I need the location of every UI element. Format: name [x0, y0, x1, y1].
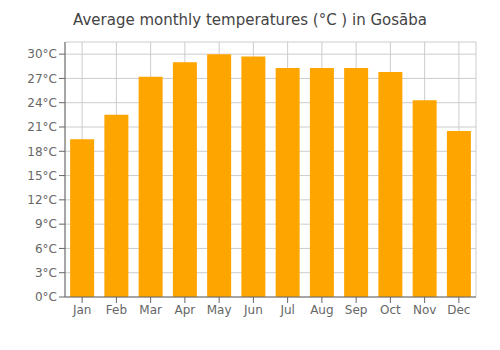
svg-text:9°C: 9°C	[35, 217, 57, 231]
svg-text:Dec: Dec	[447, 303, 470, 317]
svg-text:Mar: Mar	[139, 303, 162, 317]
svg-text:Oct: Oct	[380, 303, 401, 317]
svg-text:30°C: 30°C	[27, 47, 57, 61]
svg-text:Sep: Sep	[345, 303, 368, 317]
svg-text:12°C: 12°C	[27, 193, 57, 207]
svg-text:15°C: 15°C	[27, 169, 57, 183]
html-text:Average monthly temperatures (: Average monthly temperatures (°C ) in Go…	[73, 11, 427, 29]
svg-text:21°C: 21°C	[27, 120, 57, 134]
svg-text:6°C: 6°C	[35, 242, 57, 256]
svg-text:Nov: Nov	[413, 303, 436, 317]
svg-text:Apr: Apr	[174, 303, 195, 317]
svg-text:Jul: Jul	[279, 303, 294, 317]
svg-text:24°C: 24°C	[27, 96, 57, 110]
svg-text:27°C: 27°C	[27, 72, 57, 86]
svg-text:May: May	[207, 303, 232, 317]
svg-text:Feb: Feb	[106, 303, 127, 317]
svg-text:Jan: Jan	[72, 303, 92, 317]
svg-text:Aug: Aug	[310, 303, 333, 317]
svg-text:0°C: 0°C	[35, 290, 57, 304]
svg-text:18°C: 18°C	[27, 145, 57, 159]
svg-text:Jun: Jun	[243, 303, 263, 317]
svg-text:3°C: 3°C	[35, 266, 57, 280]
